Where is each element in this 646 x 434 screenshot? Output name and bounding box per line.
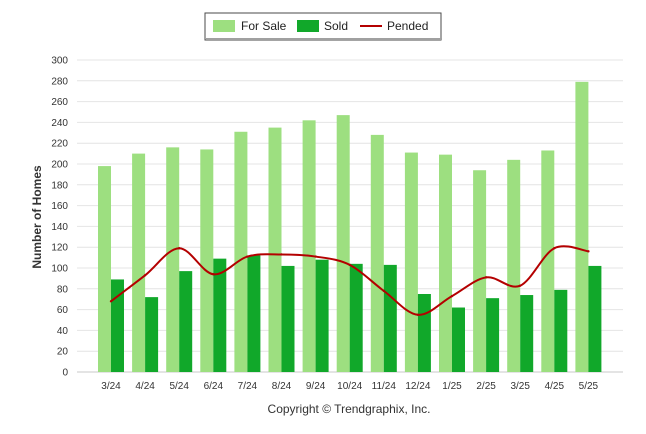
x-tick-label: 7/24: [238, 381, 258, 392]
for-sale-bar: [166, 147, 180, 372]
for-sale-bar: [200, 149, 214, 372]
y-axis-ticks: 0 20 40 60 80 100 120 140 160 180 200 220 240 260 280 3…: [51, 56, 68, 379]
for-sale-bar: [370, 134, 384, 372]
pended-point: [246, 255, 249, 258]
for-sale-bar: [404, 152, 418, 372]
x-tick-label: 4/24: [135, 381, 155, 392]
sold-bar: [213, 258, 227, 372]
pended-point: [348, 263, 351, 267]
pended-point: [416, 313, 420, 316]
y-tick-label: 220: [51, 139, 68, 150]
y-tick-label: 200: [51, 160, 68, 171]
y-tick-label: 40: [57, 326, 69, 337]
for-sale-bar: [132, 153, 146, 372]
legend: For Sale Sold Pended: [204, 12, 442, 41]
for-sale-bar: [336, 115, 350, 373]
for-sale-bar: [439, 154, 452, 372]
x-tick-label: 10/24: [337, 381, 362, 392]
y-tick-label: 180: [51, 180, 68, 191]
x-tick-label: 1/25: [442, 381, 462, 392]
for-sale-bar: [575, 81, 589, 372]
for-sale-bar: [234, 131, 248, 372]
copyright-text: Copyright © Trendgraphix, Inc.: [268, 402, 431, 416]
pended-point: [519, 284, 522, 287]
pended-point: [484, 276, 488, 279]
sold-bar: [281, 265, 295, 372]
pended-point: [382, 289, 385, 293]
x-tick-label: 8/24: [272, 381, 292, 392]
for-sale-bar: [507, 159, 521, 372]
x-tick-label: 12/24: [405, 381, 430, 392]
pended-point: [553, 247, 556, 250]
sold-bar: [315, 259, 329, 372]
pended-point: [212, 273, 215, 276]
x-tick-label: 6/24: [204, 381, 224, 392]
y-tick-label: 160: [51, 201, 68, 212]
sold-legend-swatch: [297, 20, 319, 32]
pended-legend-label: Pended: [387, 19, 428, 33]
y-tick-label: 80: [57, 284, 69, 295]
for-sale-bar: [541, 150, 555, 372]
sold-bar: [179, 271, 193, 372]
y-tick-label: 300: [51, 56, 68, 67]
x-tick-label: 5/25: [579, 381, 599, 392]
for-sale-legend-label: For Sale: [241, 19, 287, 33]
for-sale-bar: [302, 120, 316, 372]
sold-bar: [417, 294, 431, 372]
x-tick-label: 9/24: [306, 381, 326, 392]
y-tick-label: 120: [51, 243, 68, 254]
y-tick-label: 20: [57, 347, 69, 358]
sold-bar: [247, 255, 261, 372]
x-tick-label: 11/24: [372, 381, 397, 392]
for-sale-bar: [268, 127, 282, 372]
sold-bar: [452, 307, 465, 372]
pended-point: [314, 255, 317, 258]
y-tick-label: 260: [51, 97, 68, 108]
y-tick-label: 0: [62, 368, 68, 379]
for-sale-legend-swatch: [213, 20, 235, 32]
sold-bar: [486, 298, 500, 372]
x-tick-label: 3/24: [101, 381, 121, 392]
sold-bar: [383, 264, 397, 372]
legend-box: [204, 12, 442, 41]
x-tick-label: 3/25: [510, 381, 530, 392]
y-tick-label: 280: [51, 76, 68, 87]
legend-shadow: [206, 38, 442, 40]
y-axis-title: Number of Homes: [30, 165, 44, 269]
sold-bar: [349, 263, 363, 372]
sold-legend-label: Sold: [324, 19, 348, 33]
pended-point: [587, 250, 590, 253]
pended-point: [178, 247, 181, 250]
x-tick-label: 4/25: [545, 381, 565, 392]
y-tick-label: 140: [51, 222, 68, 233]
pended-point: [109, 300, 113, 303]
y-tick-label: 60: [57, 305, 69, 316]
sold-bar: [588, 265, 602, 372]
pended-point: [450, 294, 454, 298]
sold-bar: [145, 297, 159, 372]
pended-point: [280, 253, 283, 256]
pended-line: [109, 245, 590, 316]
for-sale-bar: [473, 170, 487, 372]
sold-bar: [520, 295, 534, 372]
y-tick-label: 240: [51, 118, 68, 129]
y-tick-label: 100: [51, 264, 68, 275]
x-tick-label: 5/24: [169, 381, 189, 392]
pended-point: [143, 274, 147, 277]
for-sale-bar: [98, 166, 111, 372]
sold-bar: [111, 279, 124, 372]
x-axis-ticks: 3/24 4/24 5/24 6/24 7/24 8/24 9/24 10/24 11/24 12…: [101, 381, 598, 392]
sold-bar: [554, 289, 568, 372]
bars: [98, 81, 602, 373]
x-tick-label: 2/25: [476, 381, 496, 392]
